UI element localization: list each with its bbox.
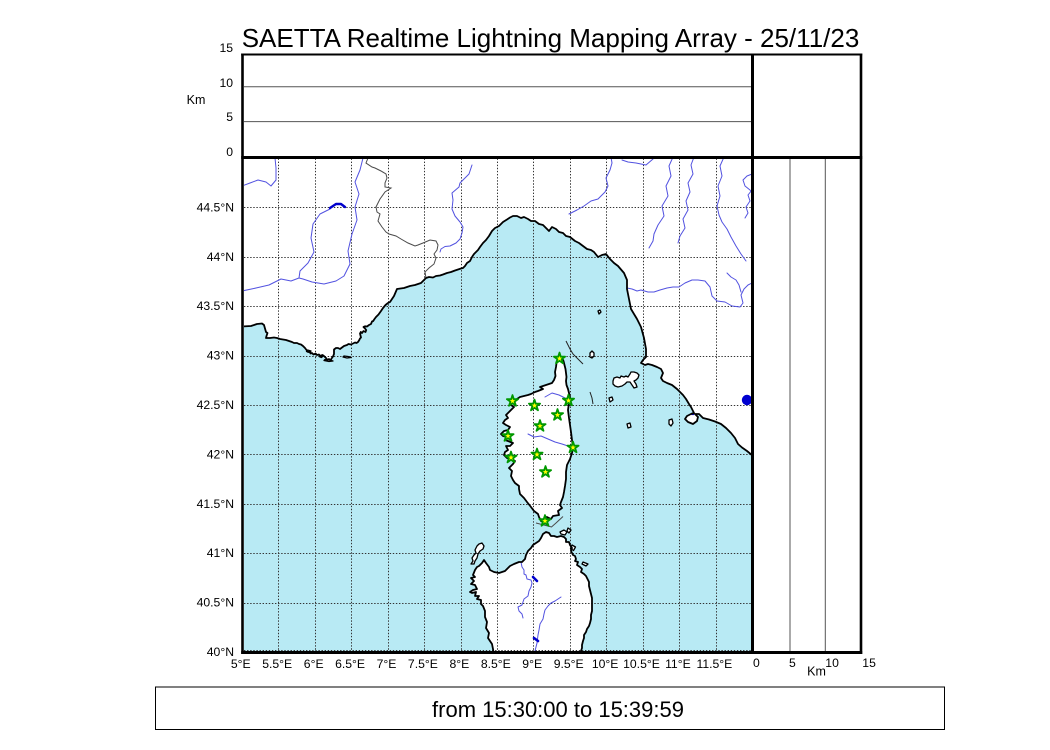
svg-text:8.5°E: 8.5°E [481, 657, 511, 671]
svg-text:Km: Km [187, 93, 206, 107]
svg-text:Km: Km [807, 665, 826, 679]
svg-text:42.5°N: 42.5°N [197, 398, 234, 412]
svg-text:41.5°N: 41.5°N [197, 497, 234, 511]
svg-text:43°N: 43°N [207, 349, 234, 363]
svg-text:9.5°E: 9.5°E [554, 657, 584, 671]
svg-text:10°E: 10°E [592, 657, 619, 671]
svg-text:7°E: 7°E [377, 657, 397, 671]
svg-text:42°N: 42°N [207, 447, 234, 461]
svg-text:from 15:30:00 to 15:39:59: from 15:30:00 to 15:39:59 [432, 697, 684, 722]
svg-text:9°E: 9°E [522, 657, 542, 671]
svg-text:44.5°N: 44.5°N [197, 200, 234, 214]
svg-text:40.5°N: 40.5°N [197, 596, 234, 610]
svg-text:SAETTA Realtime Lightning Mapp: SAETTA Realtime Lightning Mapping Array … [242, 23, 860, 53]
svg-text:0: 0 [226, 145, 233, 159]
svg-text:10.5°E: 10.5°E [623, 657, 660, 671]
svg-text:6°E: 6°E [304, 657, 324, 671]
svg-text:15: 15 [219, 41, 233, 55]
svg-text:5: 5 [226, 110, 233, 124]
svg-text:6.5°E: 6.5°E [335, 657, 365, 671]
svg-text:44°N: 44°N [207, 250, 234, 264]
svg-text:40°N: 40°N [207, 645, 234, 659]
svg-text:5°E: 5°E [231, 657, 251, 671]
svg-text:15: 15 [862, 656, 876, 670]
svg-text:0: 0 [753, 656, 760, 670]
svg-text:5: 5 [789, 656, 796, 670]
svg-text:10: 10 [825, 656, 839, 670]
svg-text:41°N: 41°N [207, 546, 234, 560]
svg-text:10: 10 [219, 76, 233, 90]
svg-text:11.5°E: 11.5°E [696, 657, 732, 671]
svg-text:43.5°N: 43.5°N [197, 299, 234, 313]
svg-text:7.5°E: 7.5°E [408, 657, 438, 671]
svg-text:8°E: 8°E [450, 657, 470, 671]
svg-text:11°E: 11°E [665, 657, 691, 671]
svg-text:5.5°E: 5.5°E [262, 657, 292, 671]
